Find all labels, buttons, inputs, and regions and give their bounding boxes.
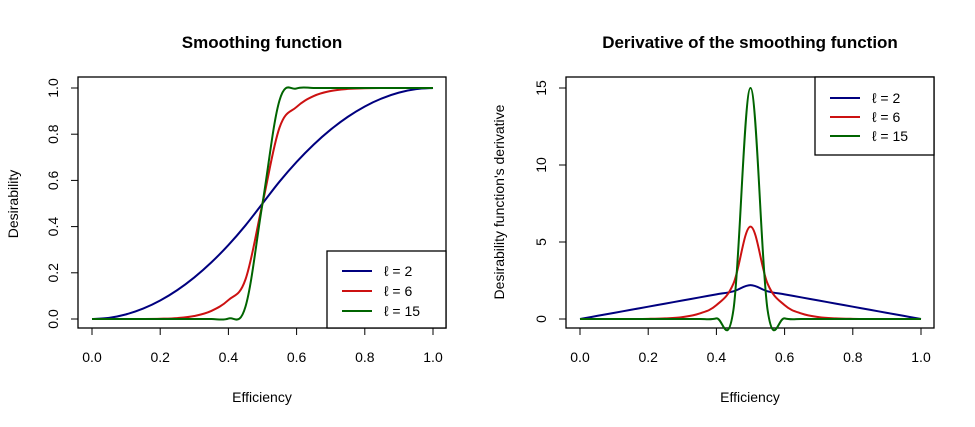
legend-box (326, 250, 447, 329)
y-tick-label: 1.0 (45, 78, 61, 98)
smoothing-function-panel: Smoothing function Efficiency Desirabili… (5, 33, 447, 405)
y-tick-label: 0.8 (45, 124, 61, 144)
series-line-1 (579, 225, 921, 321)
x-tick-label: 0.0 (570, 349, 590, 365)
x-tick-label: 0.4 (707, 349, 727, 365)
legend-label-l6: ℓ = 6 (384, 283, 412, 299)
chart-title: Smoothing function (182, 33, 343, 52)
y-tick-label: 0.0 (45, 309, 61, 329)
x-tick-label: 0.6 (775, 349, 795, 365)
chart-title: Derivative of the smoothing function (602, 33, 898, 52)
x-tick-label: 0.0 (82, 349, 102, 365)
series-line-2 (91, 86, 433, 321)
x-tick-label: 0.8 (843, 349, 863, 365)
x-tick-label: 0.2 (638, 349, 658, 365)
series-lines (91, 86, 434, 321)
series-line-2 (579, 87, 921, 332)
y-axis-label: Desirability (5, 170, 21, 238)
x-tick-label: 0.2 (150, 349, 170, 365)
axes: 0.0 0.2 0.4 0.6 0.8 1.0 0.0 0.2 0.4 0.6 0.8 1.0 (45, 78, 443, 365)
legend-label-l15: ℓ = 15 (384, 303, 420, 319)
y-tick-label: 0.2 (45, 263, 61, 283)
x-axis-label: Efficiency (232, 389, 292, 405)
y-tick-label: 0.6 (45, 170, 61, 190)
legend-label-l2: ℓ = 2 (872, 90, 900, 106)
x-axis-label: Efficiency (720, 389, 780, 405)
legend: ℓ = 2 ℓ = 6 ℓ = 15 (814, 76, 935, 156)
y-tick-label: 0.4 (45, 217, 61, 237)
legend-label-l15: ℓ = 15 (872, 128, 908, 144)
x-tick-label: 0.4 (219, 349, 239, 365)
y-axis-label: Desirability function's derivative (491, 104, 507, 299)
series-line-0 (579, 284, 922, 320)
series-lines (579, 87, 922, 332)
x-tick-label: 1.0 (423, 349, 443, 365)
x-tick-label: 1.0 (911, 349, 931, 365)
y-tick-label: 10 (533, 157, 549, 173)
y-tick-label: 15 (533, 80, 549, 96)
derivative-panel: Derivative of the smoothing function Eff… (491, 33, 935, 405)
legend-label-l6: ℓ = 6 (872, 109, 900, 125)
legend: ℓ = 2 ℓ = 6 ℓ = 15 (326, 250, 447, 329)
legend-label-l2: ℓ = 2 (384, 263, 412, 279)
axes: 0.0 0.2 0.4 0.6 0.8 1.0 0 5 10 15 (533, 80, 931, 365)
y-tick-label: 0 (533, 315, 549, 323)
x-tick-label: 0.6 (287, 349, 307, 365)
x-tick-label: 0.8 (355, 349, 375, 365)
y-tick-label: 5 (533, 238, 549, 246)
